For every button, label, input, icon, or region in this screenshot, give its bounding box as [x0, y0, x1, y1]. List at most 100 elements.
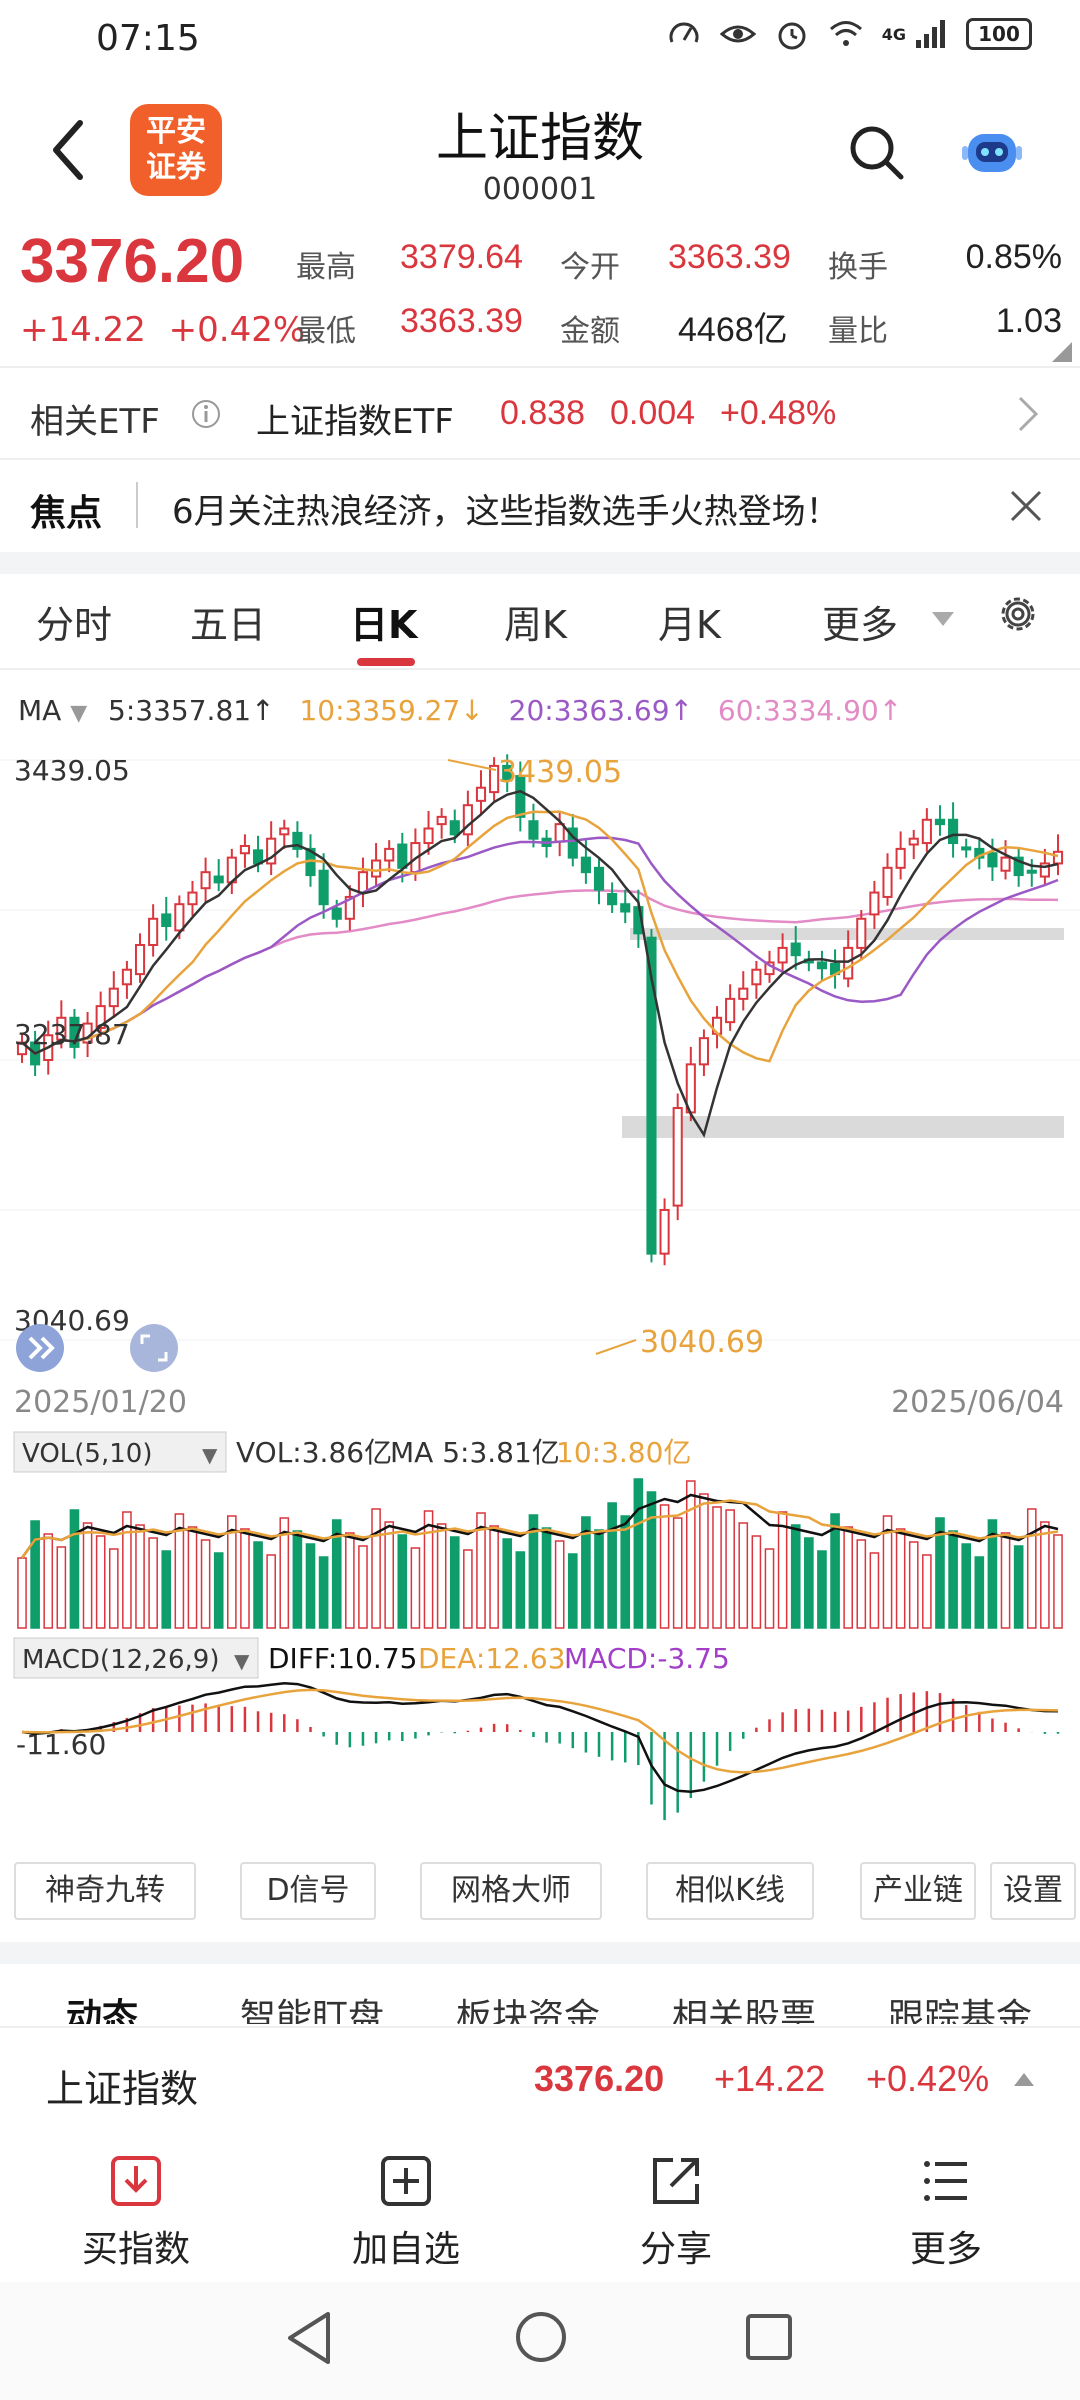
- info-tab-smart-watch[interactable]: 智能盯盘: [240, 1997, 385, 2024]
- volume-bar: [449, 1536, 460, 1629]
- related-etf-row[interactable]: 相关ETF 上证指数ETF 0.838 0.004 +0.48%: [0, 368, 1080, 458]
- volume-bar: [895, 1528, 906, 1629]
- plus-box-icon: [381, 2156, 431, 2206]
- nav-back-icon[interactable]: [284, 2310, 334, 2366]
- tab-five-day[interactable]: 五日: [190, 603, 267, 647]
- divider: [0, 366, 1080, 368]
- system-nav-bar: [0, 2282, 1080, 2400]
- tab-more[interactable]: 更多: [822, 603, 899, 647]
- fast-forward-icon[interactable]: [16, 1324, 64, 1372]
- ticker-change: +14.22: [714, 2058, 826, 2099]
- candle-body: [1026, 869, 1037, 874]
- candle-body: [397, 843, 408, 869]
- tab-intraday[interactable]: 分时: [36, 603, 113, 647]
- volume-bar: [489, 1525, 499, 1629]
- etf-change: 0.004: [610, 394, 696, 432]
- macd-indicator-selector[interactable]: [13, 1637, 259, 1679]
- fullscreen-icon[interactable]: [130, 1324, 178, 1372]
- candle-body: [934, 818, 946, 826]
- ma20-line-path: [21, 836, 1059, 1055]
- tool-d-signal[interactable]: D信号: [240, 1862, 376, 1920]
- vol-ma10-value: 10:3.80亿: [556, 1436, 691, 1469]
- caret-up-icon[interactable]: [1012, 2070, 1036, 2088]
- volume-bar: [200, 1539, 211, 1629]
- candle-body: [816, 961, 828, 970]
- amount-label: 金额: [560, 314, 620, 349]
- volume-bar: [974, 1556, 985, 1629]
- caret-down-icon: ▼: [202, 1443, 218, 1467]
- section-gap: [0, 1942, 1080, 1964]
- candle-body: [567, 827, 578, 859]
- volume-bar: [935, 1517, 945, 1629]
- volume-bar: [410, 1547, 421, 1629]
- candle-body: [279, 827, 290, 836]
- volume-bar: [922, 1554, 932, 1629]
- candle-body: [869, 891, 880, 916]
- battery-indicator: 100: [966, 18, 1032, 50]
- etf-section-label: 相关ETF: [30, 402, 160, 442]
- tool-grid-master[interactable]: 网格大师: [420, 1862, 602, 1920]
- candle-body: [751, 968, 762, 986]
- back-arrow-icon[interactable]: [44, 115, 94, 185]
- ticker-percent: +0.42%: [866, 2058, 990, 2099]
- candle-body: [331, 907, 342, 920]
- volume-bar: [95, 1535, 106, 1629]
- tool-settings[interactable]: 设置: [990, 1862, 1076, 1920]
- k-line-chart[interactable]: 3439.05 3237.87 3040.69 3439.05 3040.69 …: [0, 740, 1080, 1840]
- candle-body: [895, 847, 906, 869]
- current-price: 3376.20: [20, 227, 245, 296]
- volume-bar: [1000, 1532, 1011, 1629]
- candle-body: [344, 895, 355, 920]
- candle-body: [108, 987, 119, 1008]
- tool-magic-nine[interactable]: 神奇九转: [14, 1862, 196, 1920]
- nav-home-icon[interactable]: [514, 2310, 568, 2364]
- volume-bars: [17, 1478, 1063, 1629]
- candle-body: [1000, 856, 1011, 872]
- info-tab-related-stocks[interactable]: 相关股票: [672, 1997, 817, 2024]
- volume-bar: [725, 1509, 735, 1629]
- tool-similar-k[interactable]: 相似K线: [646, 1862, 814, 1920]
- more-button[interactable]: 更多: [866, 2154, 1026, 2272]
- status-icons: 4G 100: [666, 16, 1032, 52]
- ma60-value: 60:3334.90↑: [717, 694, 903, 727]
- support-band-upper: [630, 928, 1064, 940]
- share-button[interactable]: 分享: [596, 2154, 756, 2272]
- nav-recents-icon[interactable]: [744, 2312, 794, 2362]
- ticker-bar[interactable]: 上证指数 3376.20 +14.22 +0.42%: [0, 2026, 1080, 2132]
- volume-bar: [554, 1540, 565, 1629]
- add-watchlist-button[interactable]: 加自选: [326, 2154, 486, 2272]
- focus-headline[interactable]: 6月关注热浪经济，这些指数选手火热登场！: [172, 492, 840, 532]
- info-tab-sector-funds[interactable]: 板块资金: [456, 1997, 601, 2024]
- tab-monthly-k[interactable]: 月K: [658, 603, 721, 647]
- buy-index-button[interactable]: 买指数: [56, 2154, 216, 2272]
- search-icon[interactable]: [846, 122, 906, 182]
- volume-bar: [699, 1493, 709, 1629]
- tab-weekly-k[interactable]: 周K: [504, 603, 567, 647]
- more-label: 更多: [909, 2229, 982, 2270]
- close-icon[interactable]: [1006, 486, 1046, 526]
- vol-indicator-selector[interactable]: [13, 1431, 227, 1473]
- volume-bar: [108, 1548, 119, 1629]
- info-tab-news[interactable]: 动态: [66, 1997, 139, 2024]
- tab-daily-k[interactable]: 日K: [350, 603, 418, 647]
- volume-bar: [502, 1538, 513, 1629]
- info-icon[interactable]: [190, 398, 222, 430]
- caret-down-icon[interactable]: [930, 610, 956, 628]
- gear-icon[interactable]: [994, 590, 1042, 638]
- change-percent: +0.42%: [168, 310, 306, 350]
- macd-signal-line: [21, 1688, 1059, 1774]
- volume-bar: [476, 1512, 486, 1629]
- candle-body: [148, 917, 159, 946]
- info-tab-tracking-funds[interactable]: 跟踪基金: [888, 1997, 1033, 2024]
- candle-body: [948, 818, 959, 845]
- expand-corner-icon[interactable]: [1052, 342, 1072, 362]
- candle-body: [620, 903, 631, 913]
- robot-assistant-icon[interactable]: [962, 124, 1022, 180]
- tool-industry-chain[interactable]: 产业链: [860, 1862, 976, 1920]
- volume-ratio-value: 1.03: [995, 302, 1062, 340]
- focus-news-row[interactable]: 焦点 6月关注热浪经济，这些指数选手火热登场！: [0, 460, 1080, 552]
- volume-bar: [69, 1509, 80, 1629]
- candle-body: [659, 1208, 670, 1255]
- page-title: 上证指数: [435, 109, 644, 169]
- ma-legend[interactable]: MA ▼ 5:3357.81↑ 10:3359.27↓ 20:3363.69↑ …: [18, 694, 902, 727]
